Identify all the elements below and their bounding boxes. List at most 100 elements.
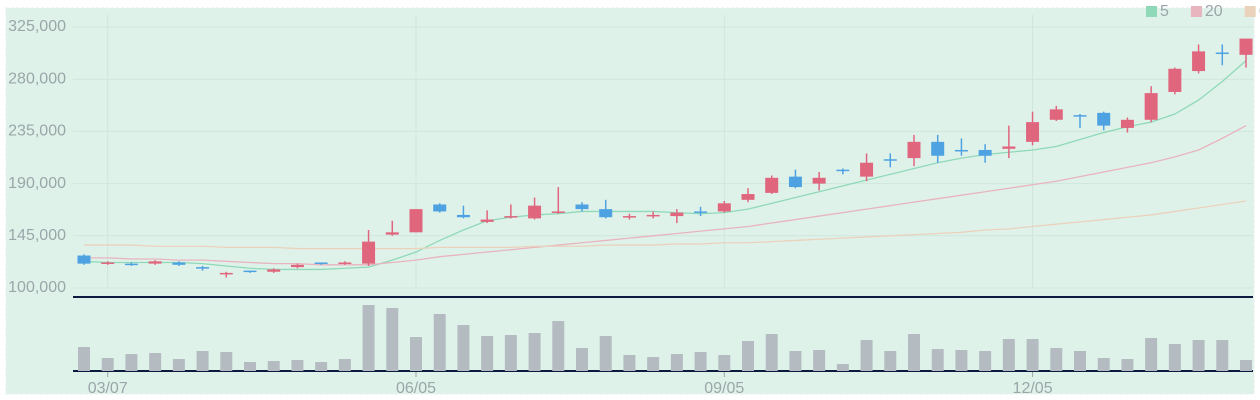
- candle-body: [124, 263, 138, 266]
- volume-bar: [742, 341, 754, 371]
- ma-line: [84, 200, 1247, 250]
- candle-body: [267, 269, 281, 272]
- candle-body: [338, 262, 352, 264]
- candle-body: [1168, 68, 1182, 92]
- volume-bar: [908, 334, 920, 371]
- volume-bar: [765, 334, 778, 371]
- volume-bar: [338, 359, 351, 371]
- volume-bar: [1145, 338, 1158, 371]
- candle-body: [1239, 38, 1253, 55]
- volume-bar: [410, 337, 422, 371]
- volume-bar: [1121, 359, 1134, 371]
- candle-body: [148, 261, 162, 264]
- volume-bar: [1216, 340, 1229, 371]
- y-tick-label: 325,000: [8, 18, 66, 35]
- candle-body: [978, 149, 992, 156]
- volume-bar: [362, 305, 375, 371]
- volume-bar: [576, 348, 588, 371]
- volume-bar: [1192, 340, 1205, 371]
- volume-bar: [599, 336, 612, 371]
- legend-swatch: [1190, 6, 1202, 17]
- x-tick-label: 06/05: [396, 380, 436, 397]
- candle-body: [219, 272, 233, 275]
- candle-body: [101, 262, 115, 264]
- volume-bar: [481, 336, 494, 371]
- volume-bar: [386, 308, 399, 371]
- volume-bar: [1050, 348, 1063, 371]
- candle-body: [931, 141, 945, 156]
- chart-background: [5, 7, 1255, 395]
- candle-body: [1049, 109, 1063, 120]
- candle-body: [551, 211, 565, 213]
- candle-body: [77, 255, 91, 264]
- x-tick-label: 09/05: [704, 380, 744, 397]
- candle-body: [599, 209, 613, 218]
- volume-bar: [457, 325, 470, 371]
- candle-body: [1026, 122, 1040, 142]
- candle-body: [812, 177, 826, 184]
- candle-body: [1097, 112, 1111, 126]
- volume-bar: [528, 333, 541, 371]
- candle-body: [788, 176, 802, 188]
- candle-body: [1215, 52, 1229, 55]
- candle-body: [836, 169, 850, 172]
- x-tick-label: 03/07: [88, 380, 128, 397]
- volume-bar: [172, 359, 185, 371]
- volume-bar: [1074, 351, 1086, 371]
- volume-bar: [647, 357, 660, 371]
- candle-body: [504, 216, 518, 218]
- legend-label: 60: [1259, 3, 1260, 20]
- volume-bar: [836, 364, 849, 371]
- candle-body: [1002, 146, 1016, 149]
- volume-bar: [860, 340, 873, 371]
- candle-body: [433, 204, 447, 212]
- candle-body: [1192, 51, 1206, 72]
- candle-body: [1144, 93, 1158, 120]
- candle-body: [243, 270, 257, 273]
- volume-bar: [694, 352, 707, 371]
- volume-bar: [552, 321, 565, 371]
- candle-body: [196, 267, 210, 269]
- candle-body: [575, 204, 589, 210]
- y-tick-label: 280,000: [8, 70, 66, 87]
- candle-body: [172, 262, 186, 265]
- volume-bar: [670, 354, 683, 371]
- candle-body: [670, 212, 684, 217]
- volume-bar: [291, 360, 304, 371]
- candle-body: [456, 214, 470, 218]
- volume-bar: [1026, 339, 1039, 371]
- y-tick-label: 100,000: [8, 279, 66, 296]
- volume-bar: [789, 351, 802, 371]
- candle-body: [528, 205, 542, 219]
- volume-bar: [1097, 358, 1110, 371]
- legend-label: 5: [1160, 3, 1169, 20]
- volume-bar: [623, 355, 636, 371]
- volume-bar: [718, 355, 731, 371]
- candle-body: [622, 216, 636, 218]
- candle-body: [954, 149, 968, 152]
- candle-body: [385, 232, 399, 235]
- y-tick-label: 235,000: [8, 123, 66, 140]
- x-tick-label: 12/05: [1013, 380, 1053, 397]
- volume-bar: [884, 351, 897, 371]
- volume-bar: [125, 354, 138, 371]
- legend-label: 20: [1205, 3, 1223, 20]
- volume-bar: [267, 361, 280, 371]
- volume-bar: [433, 314, 446, 371]
- volume-bar: [315, 362, 328, 371]
- y-tick-label: 190,000: [8, 175, 66, 192]
- volume-bar: [813, 350, 826, 371]
- volume-bar: [196, 351, 209, 371]
- candle-body: [1120, 119, 1134, 128]
- volume-bar: [1240, 360, 1252, 371]
- legend-swatch: [1244, 6, 1256, 17]
- candle-body: [314, 262, 328, 264]
- candle-body: [741, 194, 755, 200]
- volume-bar: [101, 358, 114, 371]
- volume-bar: [931, 349, 944, 371]
- candle-body: [646, 214, 660, 217]
- volume-bar: [149, 353, 162, 371]
- legend-swatch: [1146, 6, 1157, 17]
